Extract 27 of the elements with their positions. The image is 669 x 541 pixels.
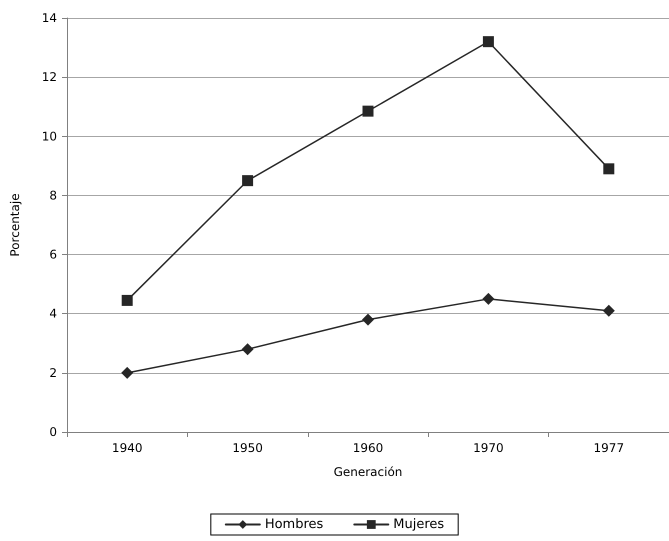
y-tick-label: 2: [49, 366, 57, 380]
legend-label: Hombres: [264, 517, 324, 532]
y-tick-label: 10: [42, 129, 57, 144]
x-tick-label: 1950: [232, 441, 263, 455]
y-tick-label: 8: [49, 188, 57, 202]
y-tick-label: 12: [42, 70, 57, 84]
y-tick-label: 4: [49, 306, 57, 321]
y-tick-label: 6: [49, 248, 57, 262]
x-tick-label: 1970: [473, 441, 504, 455]
point: [122, 294, 133, 306]
point: [362, 314, 374, 326]
y-axis-title: Porcentaje: [8, 193, 22, 257]
x-axis-title: Generación: [334, 465, 402, 479]
point: [482, 292, 494, 305]
y-tick-label: 14: [42, 11, 57, 25]
point: [362, 106, 374, 117]
legend-label: Mujeres: [393, 517, 444, 532]
point: [242, 175, 254, 186]
point: [602, 304, 615, 317]
x-tick-label: 1960: [352, 441, 384, 455]
x-tick-label: 1977: [594, 441, 624, 455]
point: [121, 366, 134, 379]
point: [482, 36, 494, 48]
y-tick-label: 0: [49, 425, 57, 439]
point: [603, 163, 614, 174]
point: [242, 343, 254, 356]
x-tick-label: 1940: [112, 441, 142, 455]
